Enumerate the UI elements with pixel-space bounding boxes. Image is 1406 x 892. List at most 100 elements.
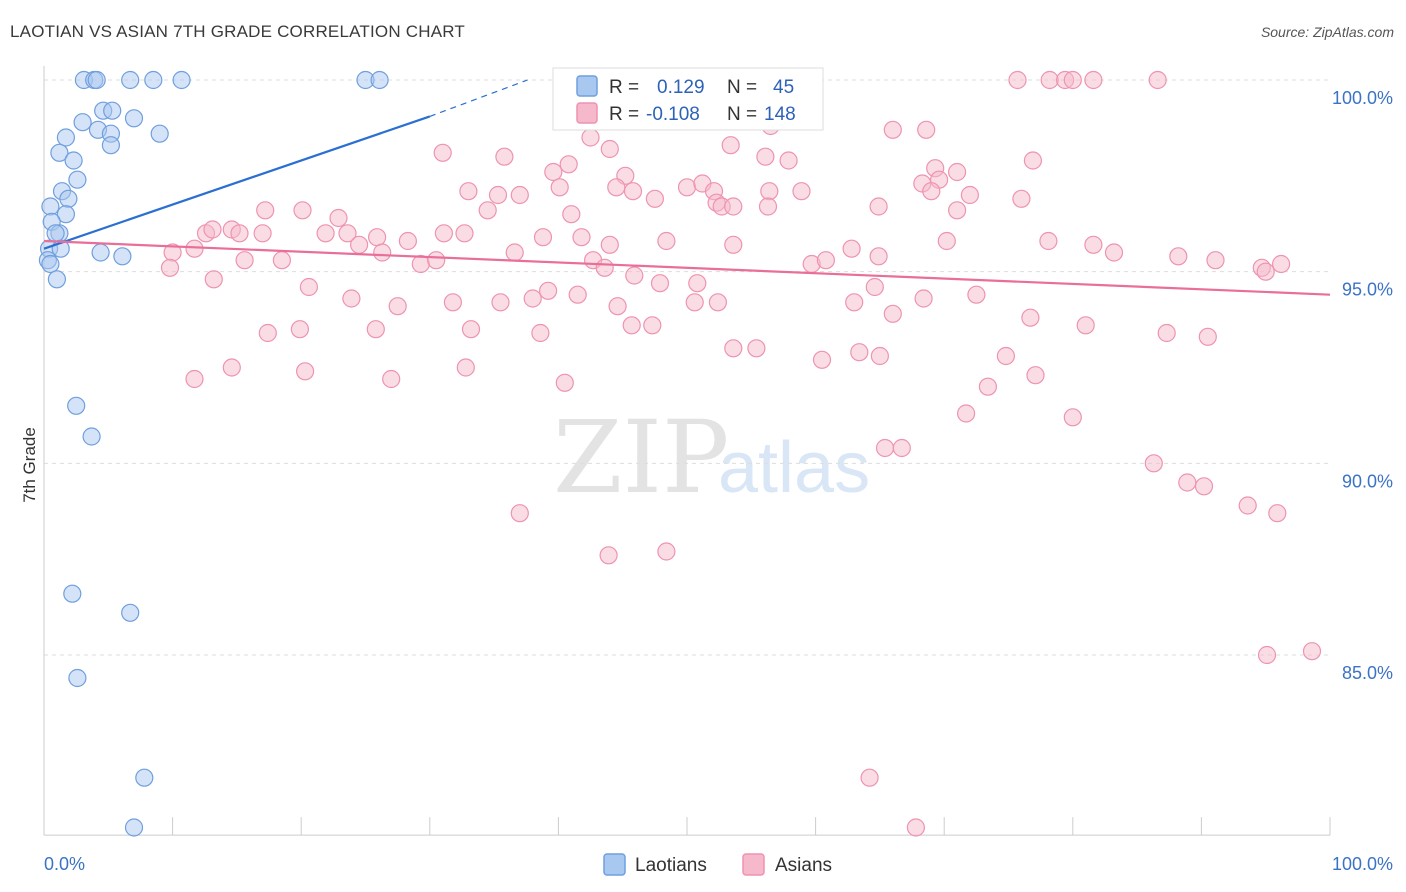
asians-point (996, 346, 1016, 366)
laotians-swatch (576, 75, 598, 97)
asians-point (724, 197, 743, 216)
source-credit: Source: ZipAtlas.com (1260, 24, 1394, 40)
asians-point (559, 155, 578, 174)
bottom-legend-laotians-swatch[interactable] (603, 853, 626, 876)
asians-point (1238, 496, 1257, 515)
chart-title: LAOTIAN VS ASIAN 7TH GRADE CORRELATION C… (10, 22, 465, 41)
laotians-point (370, 70, 389, 90)
asians-point (1268, 504, 1287, 523)
asians-point (599, 546, 618, 565)
y-tick-label: 100.0% (1332, 88, 1393, 108)
asians-point (607, 178, 626, 197)
asians-point (523, 289, 542, 308)
axes (43, 66, 1331, 836)
asians-point (342, 289, 361, 308)
asians-point (956, 404, 976, 423)
asians-point (792, 182, 811, 201)
asians-point (677, 178, 697, 197)
bottom-legend-asians-label[interactable]: Asians (775, 855, 832, 876)
laotians-point (82, 427, 101, 446)
asians-point (272, 251, 291, 270)
asians-point (388, 297, 407, 316)
asians-point (869, 197, 888, 216)
asians-point (185, 239, 204, 258)
asians-point (544, 162, 563, 182)
asians-point (350, 235, 369, 254)
laotians-point (68, 668, 87, 688)
asians-point (338, 224, 357, 243)
asians-point (845, 293, 864, 312)
asians-point (724, 339, 743, 358)
laotians-point (121, 70, 140, 90)
asians-point (258, 323, 277, 343)
asians-point (816, 251, 836, 270)
asians-point (657, 231, 676, 251)
asians-point (1012, 189, 1031, 208)
asians-point (433, 143, 452, 162)
laotians-point (56, 205, 76, 224)
watermark-zip: ZIP (553, 399, 729, 516)
asians-point (296, 362, 315, 381)
asians-point (892, 438, 911, 458)
asians-point (562, 205, 581, 224)
laotians-point (68, 170, 87, 189)
laotians-point (121, 603, 140, 622)
laotians-point (101, 136, 121, 155)
asians-point (510, 185, 529, 205)
asians-point (947, 162, 967, 182)
stats-legend: R = 0.129 N = 45 R = -0.108 N = 148 (552, 67, 824, 131)
laotians-point (56, 128, 76, 147)
laotians-point (47, 270, 67, 289)
watermark: ZIP atlas (553, 399, 870, 516)
asians-point (645, 189, 665, 208)
x-tick-label-max: 100.0% (1332, 854, 1393, 874)
asians-point (1194, 477, 1214, 496)
asians-point (1084, 70, 1103, 90)
asians-trend-line (43, 239, 1331, 296)
asians-point (290, 320, 309, 339)
asians-point (1157, 323, 1176, 343)
asians-point (491, 293, 510, 312)
laotians-point (91, 243, 110, 262)
asians-point (1023, 151, 1043, 170)
asians-point (721, 136, 740, 155)
laotians-points (38, 70, 389, 837)
asians-point (724, 235, 743, 254)
laotians-r-label: R = (609, 77, 639, 98)
asians-point (1198, 327, 1217, 346)
laotians-n-label: N = (727, 77, 757, 98)
laotians-point (46, 224, 65, 243)
asians-point (478, 201, 497, 220)
asians-point (600, 139, 619, 159)
asians-points (160, 70, 1322, 837)
asians-point (203, 220, 222, 239)
asians-point (758, 197, 778, 216)
asians-point (1271, 254, 1291, 274)
asians-point (1302, 642, 1322, 661)
asians-point (643, 316, 662, 335)
asians-point (1178, 473, 1197, 492)
asians-point (960, 185, 980, 205)
asians-point (495, 147, 514, 166)
asians-point (230, 224, 249, 243)
asians-point (608, 297, 627, 316)
asians-point (256, 201, 275, 220)
asians-point (555, 373, 574, 392)
asians-point (967, 285, 986, 304)
asians-point (1148, 70, 1167, 90)
asians-point (581, 128, 600, 147)
asians-point (443, 293, 462, 312)
laotians-point (63, 584, 82, 603)
asians-point (685, 293, 704, 312)
asians-point (1076, 316, 1095, 335)
bottom-legend-laotians-label[interactable]: Laotians (635, 855, 707, 876)
y-axis-title: 7th Grade (20, 427, 39, 503)
bottom-legend-asians-swatch[interactable] (742, 853, 765, 876)
asians-point (382, 369, 401, 389)
watermark-atlas: atlas (718, 428, 870, 508)
asians-point (625, 266, 644, 285)
asians-point (1084, 235, 1103, 254)
asians-point (600, 235, 619, 254)
asians-point (1063, 408, 1082, 427)
asians-point (747, 339, 766, 358)
